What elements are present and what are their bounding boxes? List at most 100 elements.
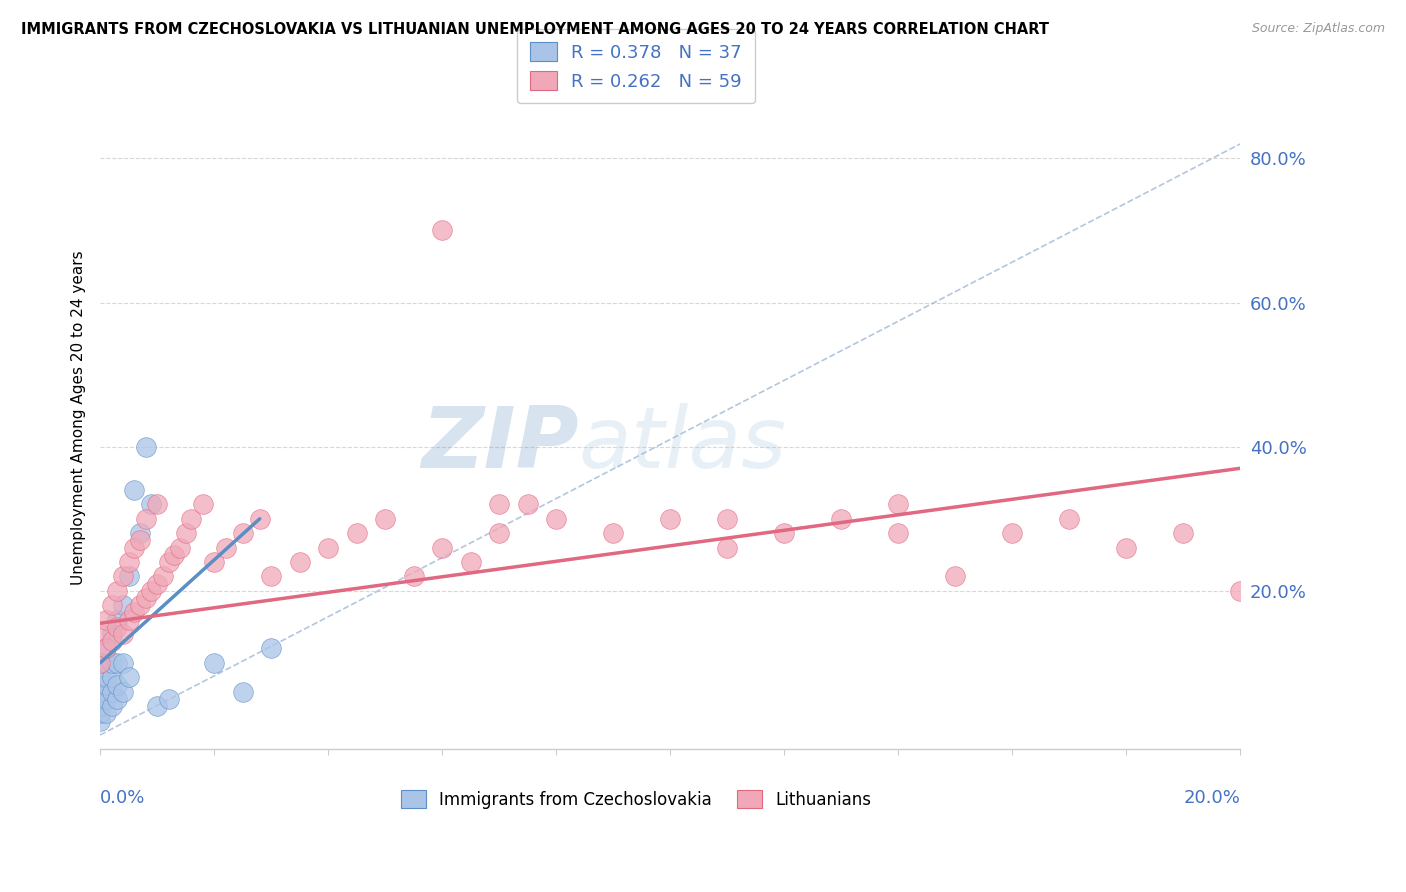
Point xyxy=(157,692,180,706)
Point xyxy=(111,599,134,613)
Point xyxy=(89,706,111,721)
Point xyxy=(100,684,122,698)
Point xyxy=(773,526,796,541)
Point xyxy=(288,555,311,569)
Point xyxy=(169,541,191,555)
Point xyxy=(402,569,425,583)
Point xyxy=(146,497,169,511)
Point xyxy=(117,555,139,569)
Point xyxy=(659,512,682,526)
Point xyxy=(94,670,117,684)
Point xyxy=(174,526,197,541)
Point xyxy=(100,656,122,670)
Point xyxy=(117,613,139,627)
Point xyxy=(117,569,139,583)
Point xyxy=(124,483,146,497)
Point xyxy=(89,656,111,670)
Point xyxy=(152,569,174,583)
Point xyxy=(1001,526,1024,541)
Point xyxy=(141,583,163,598)
Text: ZIP: ZIP xyxy=(422,403,579,486)
Point xyxy=(180,512,202,526)
Legend: Immigrants from Czechoslovakia, Lithuanians: Immigrants from Czechoslovakia, Lithuani… xyxy=(389,779,883,821)
Point xyxy=(89,699,111,714)
Text: 0.0%: 0.0% xyxy=(100,789,145,807)
Text: Source: ZipAtlas.com: Source: ZipAtlas.com xyxy=(1251,22,1385,36)
Point xyxy=(105,583,128,598)
Point xyxy=(1057,512,1080,526)
Point xyxy=(117,670,139,684)
Point xyxy=(260,641,283,656)
Point xyxy=(100,634,122,648)
Point xyxy=(141,497,163,511)
Point xyxy=(100,627,122,641)
Point xyxy=(316,541,339,555)
Point xyxy=(94,656,117,670)
Point xyxy=(89,670,111,684)
Point xyxy=(94,613,117,627)
Point xyxy=(111,569,134,583)
Point xyxy=(100,599,122,613)
Point xyxy=(94,706,117,721)
Point xyxy=(89,627,111,641)
Point xyxy=(124,541,146,555)
Point xyxy=(232,526,254,541)
Point xyxy=(105,656,128,670)
Point xyxy=(232,684,254,698)
Point xyxy=(89,714,111,728)
Point xyxy=(111,684,134,698)
Point xyxy=(105,620,128,634)
Point xyxy=(346,526,368,541)
Point xyxy=(94,692,117,706)
Point xyxy=(94,641,117,656)
Point xyxy=(129,526,152,541)
Point xyxy=(105,677,128,691)
Point xyxy=(1229,583,1251,598)
Point xyxy=(546,512,568,526)
Point xyxy=(89,684,111,698)
Text: 20.0%: 20.0% xyxy=(1184,789,1240,807)
Point xyxy=(430,223,453,237)
Point xyxy=(129,599,152,613)
Y-axis label: Unemployment Among Ages 20 to 24 years: Unemployment Among Ages 20 to 24 years xyxy=(72,251,86,585)
Point xyxy=(135,512,157,526)
Point xyxy=(146,699,169,714)
Point xyxy=(260,569,283,583)
Point xyxy=(374,512,396,526)
Point xyxy=(516,497,538,511)
Point xyxy=(1115,541,1137,555)
Point xyxy=(163,548,186,562)
Point xyxy=(135,440,157,454)
Point xyxy=(94,641,117,656)
Point xyxy=(157,555,180,569)
Point xyxy=(100,670,122,684)
Point xyxy=(887,497,910,511)
Point xyxy=(124,606,146,620)
Point xyxy=(214,541,236,555)
Point xyxy=(887,526,910,541)
Point xyxy=(135,591,157,605)
Text: atlas: atlas xyxy=(579,403,787,486)
Point xyxy=(89,677,111,691)
Point xyxy=(89,692,111,706)
Point xyxy=(488,497,510,511)
Point xyxy=(191,497,214,511)
Point xyxy=(105,692,128,706)
Point xyxy=(488,526,510,541)
Point xyxy=(105,613,128,627)
Point xyxy=(716,512,738,526)
Point xyxy=(460,555,482,569)
Point xyxy=(94,677,117,691)
Point xyxy=(602,526,624,541)
Point xyxy=(129,533,152,548)
Point xyxy=(1171,526,1194,541)
Point xyxy=(100,699,122,714)
Point xyxy=(202,555,225,569)
Point xyxy=(430,541,453,555)
Point xyxy=(249,512,271,526)
Point xyxy=(111,656,134,670)
Point xyxy=(716,541,738,555)
Point xyxy=(202,656,225,670)
Point xyxy=(89,656,111,670)
Point xyxy=(146,576,169,591)
